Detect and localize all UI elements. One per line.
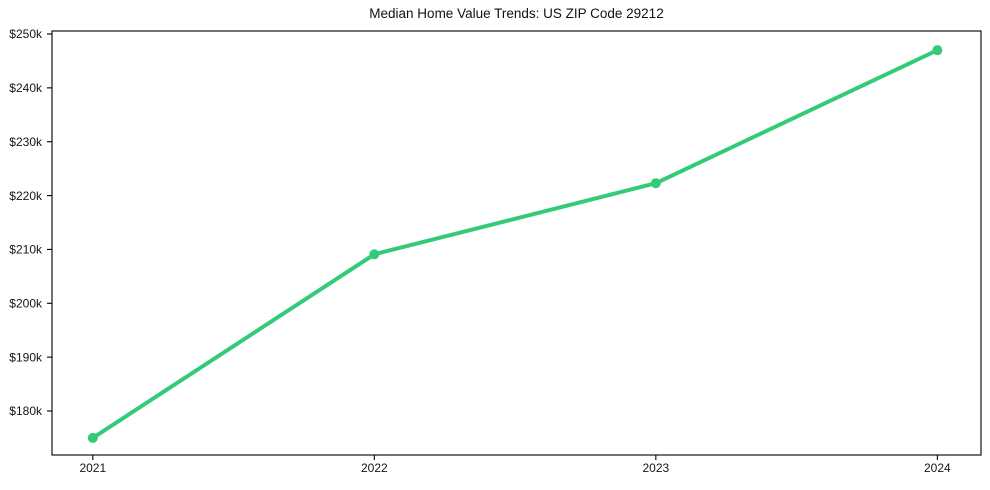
x-tick-label: 2024	[924, 461, 951, 475]
data-point-marker	[650, 178, 661, 189]
data-point-marker	[369, 249, 380, 260]
chart-title: Median Home Value Trends: US ZIP Code 29…	[369, 6, 664, 21]
x-tick-label: 2021	[79, 461, 106, 475]
y-tick-label: $190k	[9, 350, 43, 364]
data-point-marker	[932, 45, 943, 56]
y-tick-label: $220k	[9, 189, 43, 203]
y-tick-label: $250k	[9, 27, 43, 41]
y-tick-label: $230k	[9, 135, 43, 149]
data-point-marker	[87, 432, 98, 443]
y-tick-label: $210k	[9, 243, 43, 257]
x-tick-label: 2022	[361, 461, 388, 475]
y-tick-label: $240k	[9, 81, 43, 95]
y-tick-label: $180k	[9, 404, 43, 418]
plot-border	[51, 30, 982, 456]
x-tick-label: 2023	[642, 461, 669, 475]
y-tick-label: $200k	[9, 296, 43, 310]
trend-line	[90, 48, 940, 440]
